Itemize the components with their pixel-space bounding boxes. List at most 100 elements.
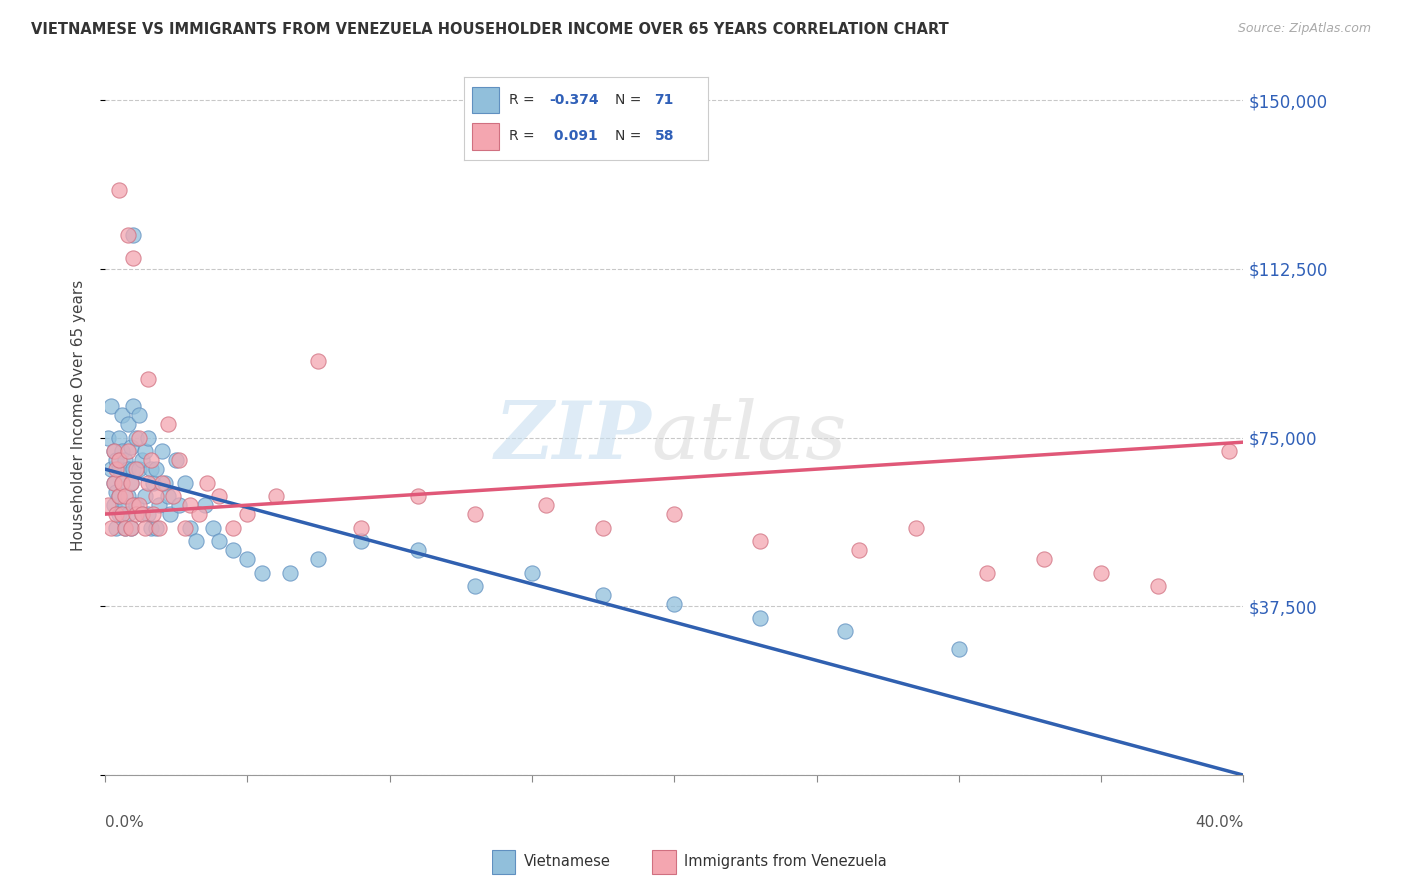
Point [406, 489, 429, 503]
Point [139, 462, 162, 476]
Point [122, 498, 145, 512]
Point [114, 489, 136, 503]
Point [848, 543, 870, 558]
Point [142, 507, 165, 521]
Point [264, 489, 287, 503]
Point [103, 444, 125, 458]
Point [156, 489, 179, 503]
Point [128, 498, 150, 512]
Point [117, 489, 139, 503]
Point [150, 444, 173, 458]
Point [111, 444, 134, 458]
Point [120, 475, 142, 490]
Point [197, 475, 219, 490]
Point [748, 534, 770, 549]
Point [117, 444, 139, 458]
Point [520, 566, 543, 580]
Point [1090, 566, 1112, 580]
Point [167, 453, 190, 467]
Point [134, 489, 156, 503]
Point [350, 534, 373, 549]
Point [236, 552, 259, 566]
Point [179, 521, 201, 535]
Point [97, 498, 120, 512]
Point [111, 475, 134, 490]
Point [278, 566, 301, 580]
Point [103, 498, 125, 512]
Point [97, 431, 120, 445]
Point [128, 462, 150, 476]
Point [308, 354, 330, 368]
Point [134, 444, 156, 458]
Point [592, 521, 614, 535]
Point [202, 521, 225, 535]
Point [108, 183, 131, 197]
Bar [652, 850, 675, 873]
Point [142, 475, 165, 490]
Point [136, 372, 159, 386]
Point [105, 484, 128, 499]
Point [122, 399, 145, 413]
Point [136, 475, 159, 490]
Point [148, 498, 170, 512]
Point [208, 534, 231, 549]
Point [948, 642, 970, 657]
Bar [492, 850, 515, 873]
Point [103, 475, 125, 490]
Point [406, 543, 429, 558]
Point [222, 521, 245, 535]
Point [120, 521, 142, 535]
Point [173, 475, 195, 490]
Point [167, 498, 190, 512]
Point [111, 507, 134, 521]
Point [139, 521, 162, 535]
Y-axis label: Householder Income Over 65 years: Householder Income Over 65 years [72, 279, 86, 550]
Point [117, 228, 139, 243]
Point [122, 462, 145, 476]
Point [184, 534, 207, 549]
Point [117, 462, 139, 476]
Point [103, 475, 125, 490]
Point [194, 498, 217, 512]
Point [100, 399, 122, 413]
Point [153, 475, 176, 490]
Point [108, 507, 131, 521]
Point [139, 453, 162, 467]
Point [108, 431, 131, 445]
Point [1218, 444, 1240, 458]
Point [108, 489, 131, 503]
Point [976, 566, 998, 580]
Point [114, 498, 136, 512]
Point [114, 521, 136, 535]
Point [1033, 552, 1056, 566]
Point [105, 462, 128, 476]
Point [131, 453, 153, 467]
Point [128, 431, 150, 445]
Point [131, 507, 153, 521]
Point [122, 251, 145, 265]
Text: VIETNAMESE VS IMMIGRANTS FROM VENEZUELA HOUSEHOLDER INCOME OVER 65 YEARS CORRELA: VIETNAMESE VS IMMIGRANTS FROM VENEZUELA … [31, 22, 949, 37]
Point [100, 462, 122, 476]
Point [108, 489, 131, 503]
Point [134, 521, 156, 535]
Point [122, 228, 145, 243]
Point [108, 453, 131, 467]
Point [156, 417, 179, 432]
Text: atlas: atlas [651, 398, 846, 475]
Point [150, 475, 173, 490]
Point [100, 521, 122, 535]
Point [114, 453, 136, 467]
Point [145, 521, 167, 535]
Text: Immigrants from Venezuela: Immigrants from Venezuela [683, 855, 887, 869]
Point [308, 552, 330, 566]
Point [136, 507, 159, 521]
Point [165, 453, 187, 467]
Point [117, 417, 139, 432]
Point [145, 462, 167, 476]
Point [136, 431, 159, 445]
Point [236, 507, 259, 521]
Point [125, 431, 148, 445]
Point [173, 521, 195, 535]
Point [187, 507, 209, 521]
Point [125, 498, 148, 512]
